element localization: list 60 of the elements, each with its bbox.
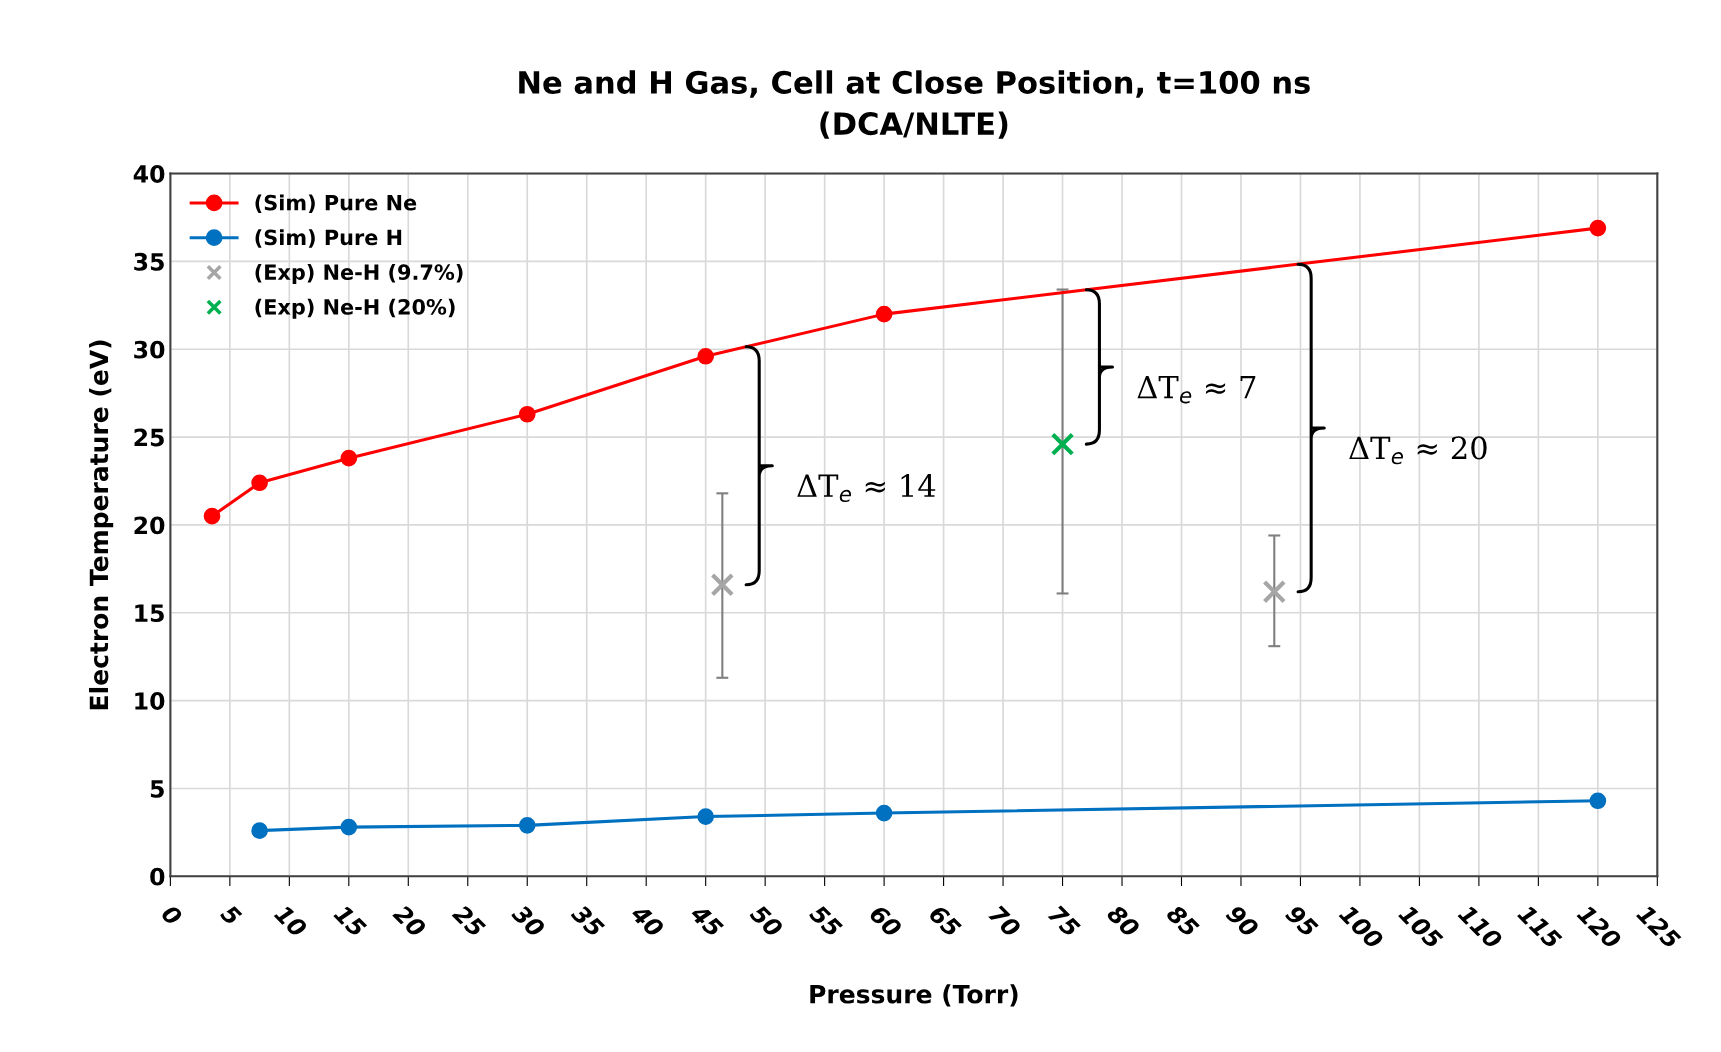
y-tick-label: 35 bbox=[134, 252, 164, 271]
annotation: ΔT$_{e}$ ≈ 20 bbox=[1349, 436, 1487, 465]
point bbox=[875, 804, 893, 822]
x-tick-label: 90 bbox=[1225, 903, 1260, 939]
x-tick-label: 70 bbox=[987, 904, 1022, 939]
x-axis-title: Pressure (Torr) bbox=[810, 984, 1018, 1007]
legend-label: (Exp) Ne-H (20%) bbox=[255, 298, 455, 319]
annotation: ΔT$_{e}$ ≈ 7 bbox=[1137, 375, 1256, 404]
point bbox=[1589, 219, 1607, 237]
x-tick-label: 80 bbox=[1105, 903, 1141, 939]
y-tick-label: 40 bbox=[133, 165, 165, 183]
x-tick-label: 50 bbox=[748, 903, 784, 939]
x-tick-label: 25 bbox=[451, 903, 487, 938]
y-tick-label: 20 bbox=[134, 516, 165, 535]
x-tick-label: 120 bbox=[1576, 903, 1623, 950]
x-tick-label: 60 bbox=[868, 903, 903, 939]
point bbox=[1262, 579, 1287, 604]
point bbox=[518, 405, 536, 423]
point bbox=[710, 572, 735, 597]
point bbox=[518, 817, 536, 834]
x-tick-label: 10 bbox=[273, 903, 309, 939]
y-tick-label: 10 bbox=[135, 692, 165, 710]
x-tick-label: 65 bbox=[927, 903, 963, 939]
x-tick-label: 45 bbox=[689, 903, 724, 938]
y-axis-title: Electron Temperature (eV) bbox=[89, 340, 114, 710]
point bbox=[1589, 792, 1607, 810]
x-tick-label: 15 bbox=[333, 903, 368, 938]
x-tick-label: 5 bbox=[219, 903, 243, 927]
point bbox=[251, 822, 268, 839]
y-tick-label: 0 bbox=[150, 867, 165, 886]
x-tick-label: 40 bbox=[629, 902, 666, 939]
point bbox=[875, 305, 893, 323]
x-tick-label: 30 bbox=[510, 903, 547, 939]
x-tick-label: 75 bbox=[1047, 904, 1081, 938]
point bbox=[203, 507, 221, 525]
y-tick-label: 25 bbox=[134, 428, 164, 447]
chart-title: Ne and H Gas, Cell at Close Position, t=100 ns (DCA/NLTE) bbox=[519, 70, 1310, 139]
x-tick-label: 100 bbox=[1338, 903, 1385, 950]
x-tick-label: 115 bbox=[1516, 903, 1563, 950]
x-tick-label: 35 bbox=[570, 903, 606, 938]
point bbox=[697, 347, 715, 365]
x-tick-label: 85 bbox=[1165, 903, 1201, 938]
point bbox=[340, 818, 358, 836]
point bbox=[697, 808, 715, 825]
x-tick-label: 125 bbox=[1635, 903, 1682, 950]
x-tick-label: 95 bbox=[1284, 903, 1319, 939]
point bbox=[251, 474, 268, 492]
legend-label: (Sim) Pure Ne bbox=[255, 194, 417, 213]
point bbox=[1050, 432, 1075, 456]
y-tick-label: 5 bbox=[150, 780, 164, 798]
point bbox=[340, 449, 358, 467]
annotation: ΔT$_{e}$ ≈ 14 bbox=[797, 474, 936, 503]
y-tick-label: 30 bbox=[134, 340, 165, 359]
y-tick-label: 15 bbox=[135, 604, 164, 623]
x-tick-label: 110 bbox=[1457, 903, 1504, 950]
x-tick-label: 55 bbox=[808, 903, 843, 938]
x-tick-label: 20 bbox=[391, 903, 428, 939]
x-tick-label: 105 bbox=[1397, 903, 1444, 950]
legend-label: (Sim) Pure H bbox=[255, 229, 402, 248]
legend-label: (Exp) Ne-H (9.7%) bbox=[255, 263, 463, 285]
